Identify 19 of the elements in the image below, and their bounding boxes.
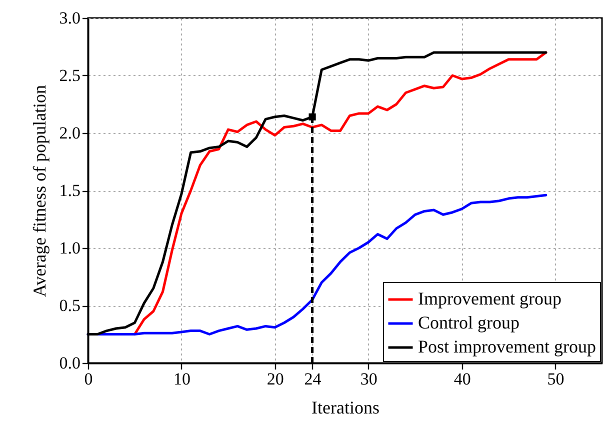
y-tick-label: 0.5 [59, 296, 80, 315]
x-tick-label: 50 [547, 370, 564, 388]
legend-label: Post improvement group [418, 336, 596, 356]
y-tick-label: 2.5 [59, 66, 80, 85]
y-tick-label: 1.5 [59, 181, 80, 200]
legend-label: Improvement group [418, 288, 562, 308]
y-tick-label: 2.0 [59, 124, 80, 142]
y-tick-label: 3.0 [59, 8, 80, 28]
x-tick-label: 24 [304, 370, 322, 388]
x-tick-label: 30 [360, 370, 378, 388]
x-tick-label: 10 [173, 370, 190, 388]
legend-label: Control group [418, 312, 520, 332]
y-tick-label: 1.0 [59, 238, 80, 258]
x-tick-label: 40 [454, 370, 471, 388]
x-axis-title: Iterations [312, 398, 380, 418]
y-tick-label: 0.0 [59, 354, 80, 372]
x-tick-label: 0 [84, 370, 93, 388]
y-axis-title: Average fitness of population [29, 84, 50, 298]
x-tick-label: 20 [266, 370, 284, 388]
